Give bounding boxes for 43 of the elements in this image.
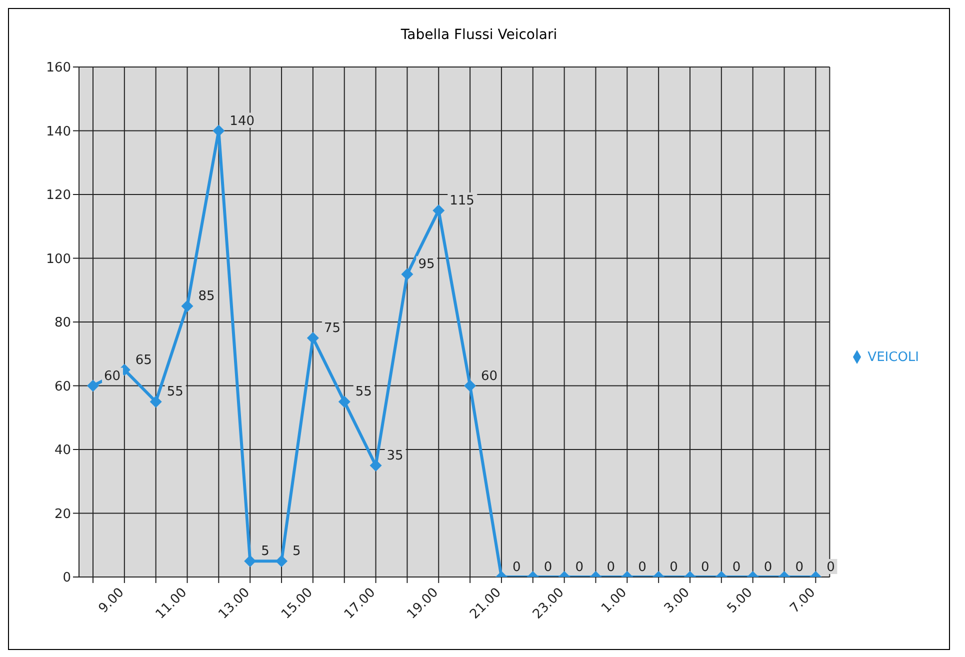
data-label: 0 (638, 560, 646, 575)
data-label: 60 (481, 368, 498, 384)
data-label: 140 (230, 114, 255, 129)
point (87, 380, 99, 392)
data-label: 115 (450, 193, 474, 208)
y-tick-label: 80 (54, 316, 71, 331)
legend-label: VEICOLI (868, 350, 919, 364)
data-label: 0 (670, 560, 678, 575)
data-label: 0 (700, 560, 710, 575)
point (150, 396, 162, 408)
data-label: 5 (292, 544, 301, 560)
data-label: 0 (575, 560, 584, 575)
y-tick-label: 60 (54, 379, 71, 394)
data-label: 0 (764, 560, 772, 575)
y-tick-label: 40 (54, 443, 71, 458)
data-label: 95 (418, 257, 435, 272)
y-tick-label: 140 (46, 124, 71, 140)
data-label: 5 (261, 544, 270, 560)
point (401, 268, 414, 280)
data-label: 0 (826, 560, 835, 575)
data-label: 85 (198, 289, 215, 304)
data-label: 75 (324, 320, 340, 336)
y-tick-label: 0 (62, 570, 71, 586)
data-label: 65 (135, 352, 152, 368)
y-tick-label: 160 (46, 60, 71, 76)
point (338, 396, 350, 408)
y-tick-label: 120 (46, 188, 71, 204)
data-label: 0 (512, 560, 521, 575)
point (464, 380, 476, 392)
y-tick-label: 20 (54, 506, 71, 522)
chart-title: Tabella Flussi Veicolari (400, 26, 558, 45)
data-label: 0 (544, 560, 552, 575)
y-tick-label: 100 (46, 252, 71, 267)
data-label: 0 (606, 560, 616, 575)
data-label: 55 (166, 384, 184, 400)
point (306, 332, 319, 344)
point (181, 300, 194, 312)
data-label: 35 (386, 448, 404, 464)
data-label: 55 (355, 384, 372, 400)
data-label: 0 (795, 560, 804, 575)
data-label: 0 (732, 560, 741, 575)
data-label: 60 (104, 368, 121, 384)
point (370, 459, 382, 472)
